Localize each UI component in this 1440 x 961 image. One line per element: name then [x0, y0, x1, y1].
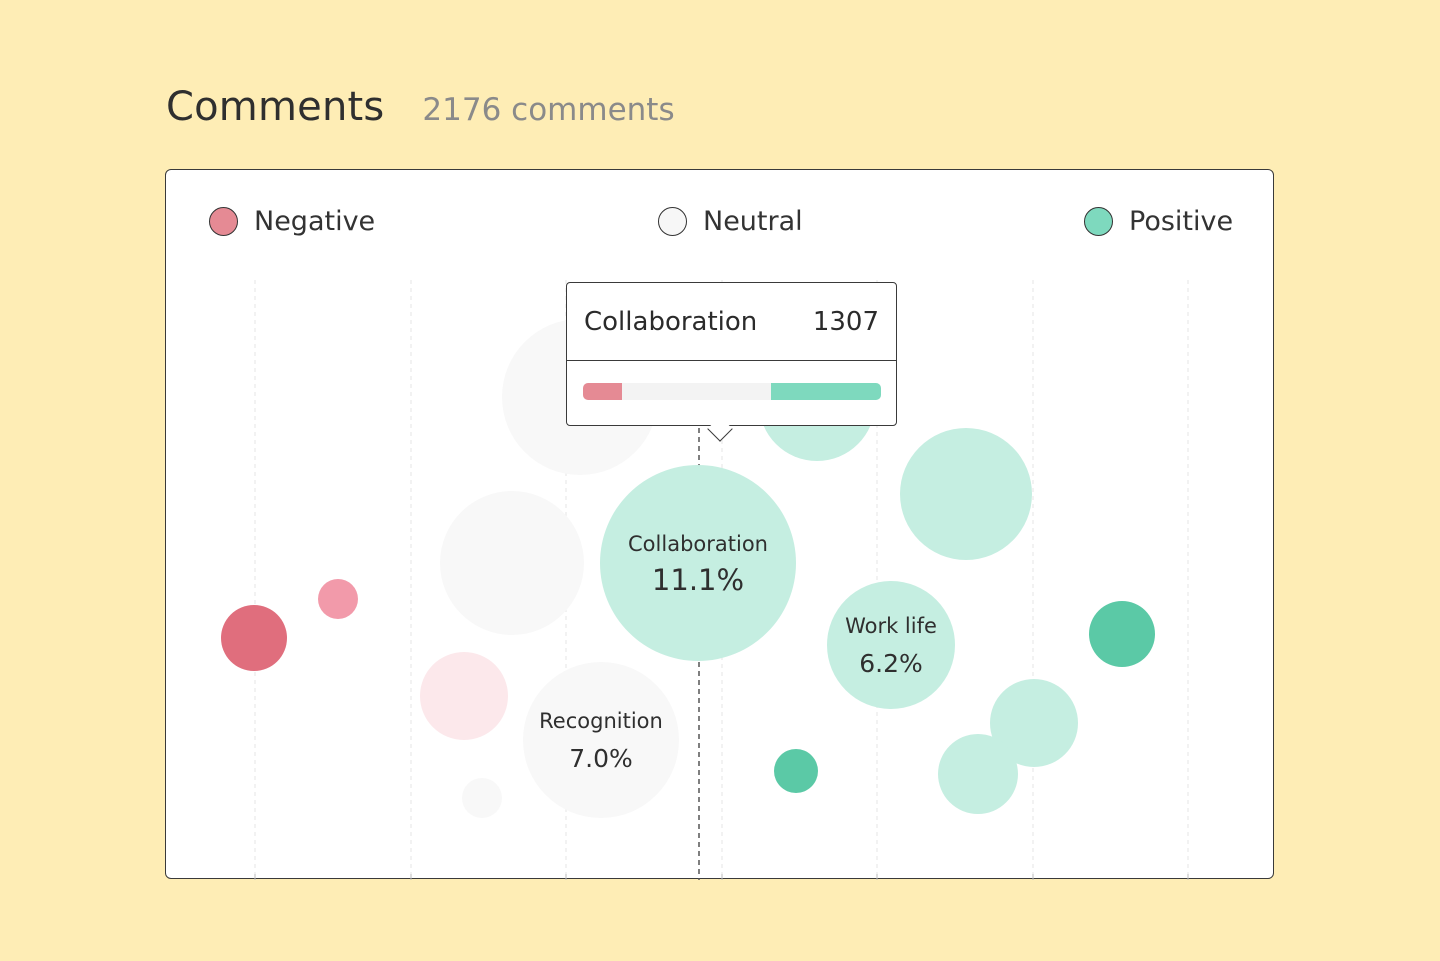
bubble-positive-14[interactable]: [1089, 601, 1155, 667]
bubble-label-10: Work life: [845, 614, 937, 638]
bubble-label-7: Collaboration: [628, 532, 768, 556]
bubble-neutral-5[interactable]: [462, 778, 502, 818]
neutral-swatch-icon: [658, 207, 687, 236]
bubble-neutral-3[interactable]: [440, 491, 584, 635]
sentiment-breakdown-bar: [583, 383, 881, 400]
bubble-negative-0[interactable]: [221, 605, 287, 671]
bubble-negative-4[interactable]: [420, 652, 508, 740]
comment-count: 2176 comments: [422, 92, 675, 128]
bubble-positive-13[interactable]: [774, 749, 818, 793]
tooltip-label: Collaboration: [584, 306, 758, 337]
page-title: Comments: [166, 84, 385, 130]
page-header: Comments 2176 comments: [166, 84, 675, 130]
legend-negative[interactable]: Negative: [209, 206, 375, 237]
bubble-neutral-6[interactable]: [523, 662, 679, 818]
chart-panel: Recognition 7.0% Collaboration 11.1% Work li…: [165, 169, 1274, 880]
bubble-tooltip: Collaboration 1307: [566, 282, 897, 442]
bubble-value-7: 11.1%: [652, 563, 744, 597]
legend-label-neutral: Neutral: [703, 206, 803, 237]
bubble-positive-7[interactable]: [600, 465, 796, 661]
negative-segment: [583, 383, 622, 400]
bubble-positive-12[interactable]: [938, 734, 1018, 814]
tooltip-header: Collaboration 1307: [567, 283, 896, 361]
neutral-segment: [621, 383, 771, 400]
legend-neutral[interactable]: Neutral: [658, 206, 803, 237]
legend-label-positive: Positive: [1129, 206, 1234, 237]
bubble-positive-9[interactable]: [900, 428, 1032, 560]
negative-swatch-icon: [209, 207, 238, 236]
tooltip-value: 1307: [812, 306, 879, 337]
legend-positive[interactable]: Positive: [1084, 206, 1233, 237]
bubble-positive-10[interactable]: [827, 581, 955, 709]
positive-swatch-icon: [1084, 207, 1113, 236]
bubble-label-6: Recognition: [539, 709, 663, 733]
bubble-value-6: 7.0%: [569, 744, 633, 773]
bubble-negative-1[interactable]: [318, 579, 358, 619]
bubble-value-10: 6.2%: [859, 649, 923, 678]
bubble-positive-11[interactable]: [990, 679, 1078, 767]
positive-segment: [770, 383, 881, 400]
legend-label-negative: Negative: [254, 206, 376, 237]
bubble-chart: Recognition 7.0% Collaboration 11.1% Work li…: [221, 280, 1189, 880]
